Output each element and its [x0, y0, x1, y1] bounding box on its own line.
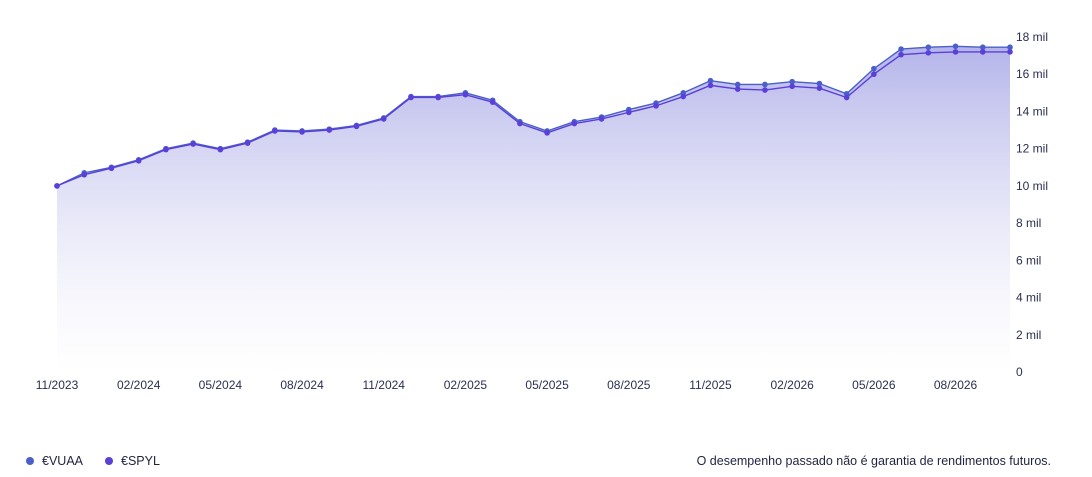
series-area-fill: [57, 46, 1010, 373]
data-point-0-32[interactable]: [925, 44, 932, 51]
disclaimer-text: O desempenho passado não é garantia de r…: [696, 454, 1051, 468]
y-tick-label: 4 mil: [1016, 291, 1041, 305]
data-point-1-17[interactable]: [517, 120, 523, 127]
y-tick-label: 6 mil: [1016, 253, 1041, 267]
legend-label: €SPYL: [121, 454, 160, 468]
x-tick-label: 08/2025: [607, 378, 651, 392]
data-point-1-3[interactable]: [135, 157, 142, 164]
data-point-1-13[interactable]: [408, 94, 414, 101]
data-point-1-18[interactable]: [544, 130, 550, 136]
data-point-1-11[interactable]: [353, 123, 360, 130]
data-point-0-26[interactable]: [762, 81, 768, 88]
data-point-1-7[interactable]: [244, 140, 251, 146]
data-point-1-15[interactable]: [462, 91, 469, 98]
data-point-1-27[interactable]: [789, 83, 795, 90]
data-point-0-24[interactable]: [707, 77, 714, 84]
data-point-0-34[interactable]: [979, 44, 986, 51]
data-point-1-26[interactable]: [762, 87, 768, 93]
data-point-1-9[interactable]: [299, 129, 305, 135]
y-tick-label: 18 mil: [1016, 30, 1048, 44]
point-layer[interactable]: [54, 43, 1013, 189]
legend-item-0[interactable]: €VUAA: [26, 454, 83, 468]
data-point-1-35[interactable]: [1007, 49, 1013, 55]
data-point-1-4[interactable]: [163, 146, 169, 153]
data-point-1-2[interactable]: [108, 165, 115, 172]
data-point-0-30[interactable]: [871, 65, 877, 72]
y-axis: 0 2 mil 4 mil 6 mil 8 mil 10 mil 12 mil 14 mil 1…: [1016, 30, 1048, 379]
data-point-1-0[interactable]: [54, 183, 60, 189]
area-layer: [57, 46, 1010, 373]
data-point-1-21[interactable]: [626, 109, 632, 116]
data-point-0-27[interactable]: [789, 78, 795, 85]
data-point-1-31[interactable]: [898, 51, 904, 58]
legend-label: €VUAA: [42, 454, 83, 468]
legend-dot-icon: [26, 457, 34, 465]
y-tick-label: 2 mil: [1016, 328, 1041, 342]
legend-dot-icon: [105, 457, 113, 465]
x-tick-label: 05/2025: [525, 378, 569, 392]
data-point-1-22[interactable]: [653, 103, 659, 109]
y-tick-label: 14 mil: [1016, 104, 1048, 118]
data-point-1-19[interactable]: [571, 120, 578, 127]
x-tick-label: 08/2026: [934, 378, 978, 392]
data-point-1-5[interactable]: [190, 141, 196, 147]
data-point-1-8[interactable]: [272, 128, 278, 134]
series-line-1: [56, 51, 1010, 187]
data-point-1-33[interactable]: [952, 49, 959, 55]
data-point-0-33[interactable]: [952, 43, 959, 50]
data-point-0-31[interactable]: [898, 46, 904, 52]
data-point-1-16[interactable]: [489, 99, 496, 105]
legend: €VUAA €SPYL: [26, 454, 160, 468]
data-point-1-24[interactable]: [707, 82, 714, 89]
x-tick-label: 11/2023: [36, 378, 79, 392]
x-tick-label: 02/2024: [117, 378, 161, 392]
data-point-1-23[interactable]: [680, 93, 687, 100]
data-point-1-30[interactable]: [871, 71, 877, 78]
data-point-0-25[interactable]: [734, 81, 741, 88]
series-line-0: [56, 45, 1010, 187]
x-tick-label: 11/2024: [362, 378, 405, 392]
data-point-0-28[interactable]: [816, 80, 823, 87]
x-tick-label: 11/2025: [689, 378, 732, 392]
x-tick-label: 02/2025: [444, 378, 488, 392]
y-tick-label: 12 mil: [1016, 142, 1048, 156]
x-tick-label: 05/2026: [852, 378, 896, 392]
x-tick-label: 08/2024: [280, 378, 324, 392]
y-tick-label: 16 mil: [1016, 67, 1048, 81]
data-point-1-6[interactable]: [217, 146, 224, 153]
data-point-1-32[interactable]: [925, 50, 932, 56]
y-tick-label: 0: [1016, 365, 1023, 379]
data-point-1-29[interactable]: [843, 94, 850, 101]
data-point-1-1[interactable]: [81, 171, 88, 178]
y-tick-label: 10 mil: [1016, 179, 1048, 193]
data-point-1-20[interactable]: [598, 116, 605, 122]
x-tick-label: 05/2024: [199, 378, 243, 392]
data-point-1-25[interactable]: [734, 86, 741, 92]
data-point-1-34[interactable]: [979, 49, 986, 55]
data-point-0-35[interactable]: [1007, 44, 1013, 51]
data-point-1-28[interactable]: [816, 85, 823, 91]
y-tick-label: 8 mil: [1016, 216, 1041, 230]
data-point-1-14[interactable]: [435, 94, 442, 101]
legend-item-1[interactable]: €SPYL: [105, 454, 160, 468]
line-layer: [56, 45, 1010, 187]
data-point-1-12[interactable]: [380, 116, 387, 122]
x-tick-label: 02/2026: [770, 378, 814, 392]
x-axis: 11/2023 02/2024 05/2024 08/2024 11/2024 02/20…: [36, 378, 978, 392]
data-point-1-10[interactable]: [326, 127, 333, 133]
